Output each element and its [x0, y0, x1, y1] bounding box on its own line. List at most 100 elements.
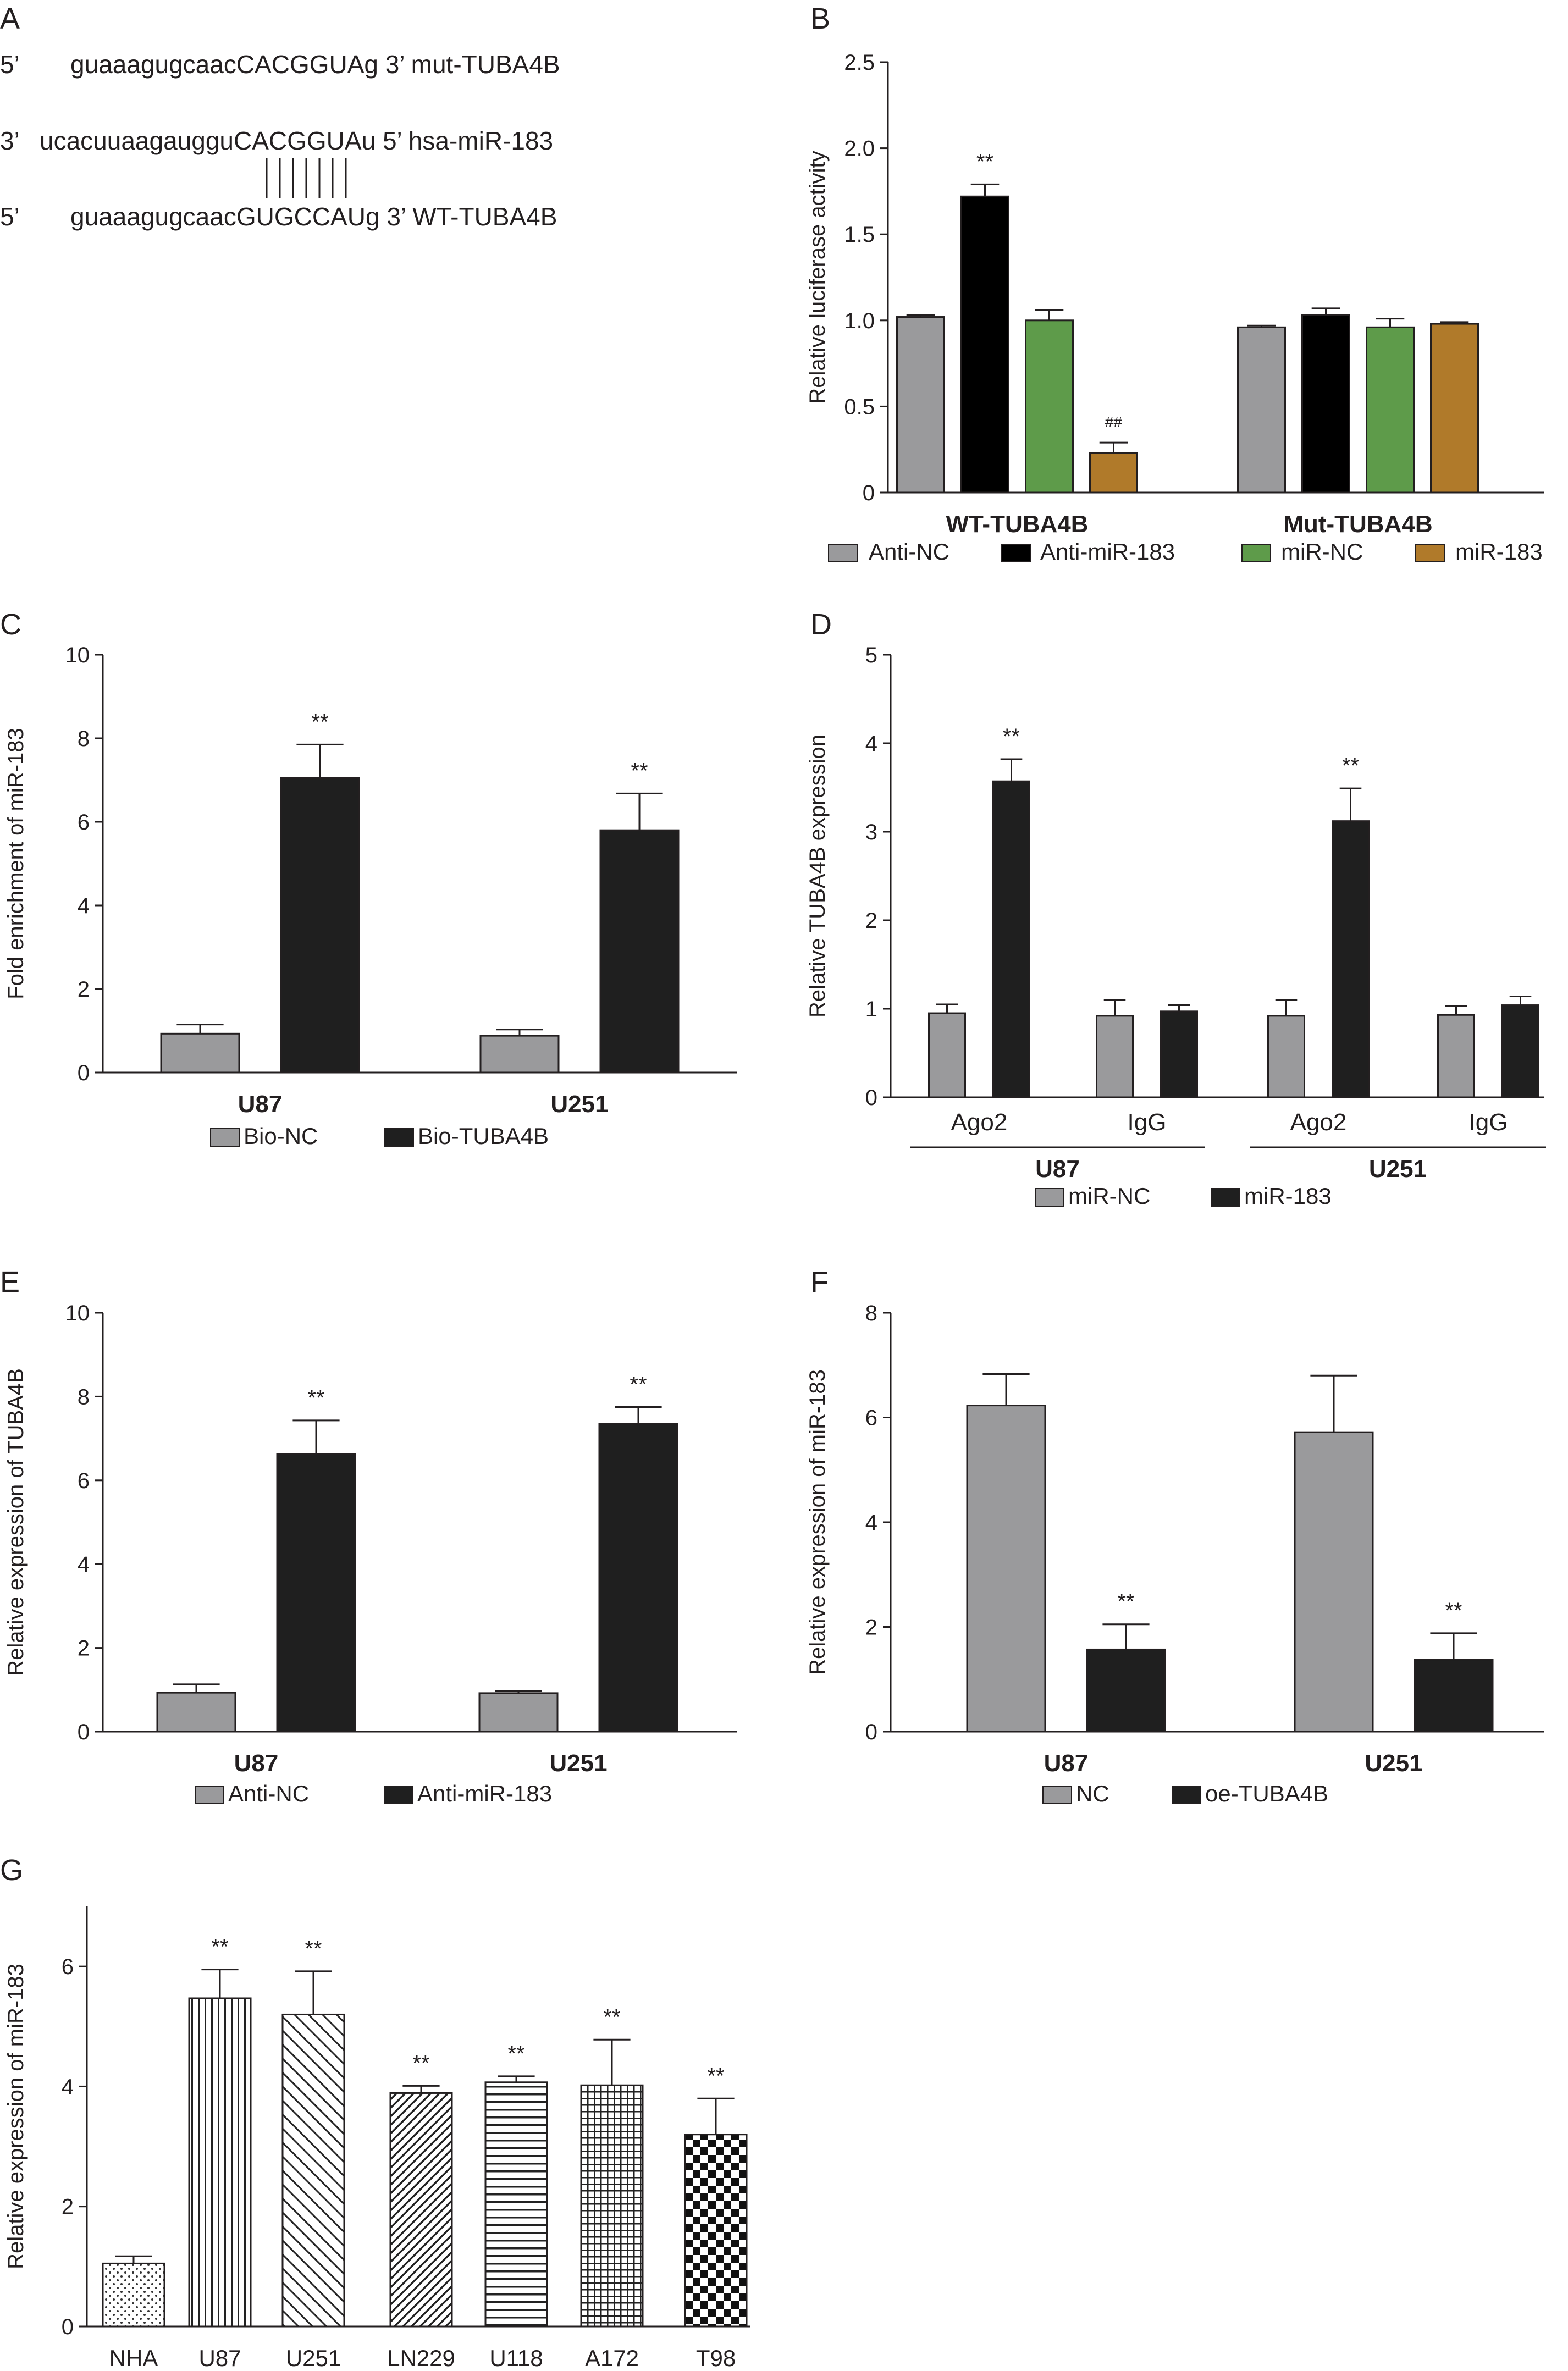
y-tick-label: 8 — [78, 1385, 90, 1409]
significance-label: ** — [412, 2051, 429, 2075]
x-tick-label: Mut-TUBA4B — [1283, 511, 1432, 538]
legend-label: Anti-NC — [228, 1781, 309, 1806]
bar — [160, 1032, 240, 1074]
x-tick-label: NHA — [109, 2345, 158, 2371]
x-tick-label: U251 — [286, 2345, 341, 2371]
legend-swatch — [1172, 1786, 1201, 1804]
y-tick-label: 1.0 — [844, 309, 875, 333]
panel-letter-a: A — [0, 2, 20, 35]
bar — [1414, 1659, 1494, 1733]
legend-label: miR-183 — [1455, 539, 1543, 565]
y-tick-label: 3 — [865, 820, 877, 844]
y-tick-label: 2 — [78, 977, 90, 1002]
legend-swatch — [1211, 1188, 1240, 1207]
bar — [960, 195, 1009, 494]
bar — [896, 316, 945, 494]
panel-letter-b: B — [810, 2, 830, 35]
y-tick-label: 1.5 — [844, 223, 875, 247]
bar — [276, 1453, 356, 1733]
bar — [1096, 1015, 1134, 1098]
legend-label: miR-NC — [1281, 539, 1363, 565]
x-tick-label: Ago2 — [1290, 1109, 1347, 1136]
y-tick-label: 0 — [78, 1061, 90, 1085]
legend-swatch — [195, 1786, 224, 1804]
x-tick-label: IgG — [1128, 1109, 1167, 1136]
y-tick-label: 10 — [65, 643, 90, 667]
bar — [966, 1405, 1046, 1733]
panel-letter-e: E — [0, 1265, 20, 1298]
bar — [156, 1692, 236, 1733]
legend-swatch — [1241, 544, 1271, 562]
y-tick-label: 0 — [863, 481, 875, 505]
panel-letter-g: G — [0, 1854, 23, 1887]
seq-hsa-mir183-a: ucacuuaagauggu — [40, 126, 234, 155]
seq-line1-prefix: 5’ — [0, 50, 20, 79]
panel-letter-c: C — [0, 608, 21, 641]
y-tick-label: 4 — [78, 1552, 90, 1577]
x-tick-label: Ago2 — [951, 1109, 1008, 1136]
bar — [1332, 820, 1370, 1098]
bar — [1267, 1015, 1305, 1098]
bar — [1366, 326, 1415, 494]
y-tick-label: 4 — [865, 732, 877, 756]
bar — [1160, 1010, 1198, 1098]
group-label: U87 — [1035, 1156, 1080, 1182]
x-tick-label: U251 — [550, 1091, 608, 1118]
significance-label: ** — [707, 2064, 724, 2088]
panel-letter-d: D — [810, 608, 832, 641]
x-tick-label: U87 — [238, 1091, 283, 1118]
legend-label: miR-183 — [1244, 1183, 1332, 1209]
significance-label: ** — [631, 759, 648, 783]
bar — [281, 2013, 345, 2328]
legend-label: Bio-TUBA4B — [418, 1123, 549, 1149]
significance-label: ** — [507, 2042, 524, 2066]
x-tick-label: U87 — [198, 2345, 241, 2371]
significance-label: ** — [603, 2005, 620, 2029]
y-tick-label: 6 — [62, 1955, 74, 1979]
significance-label: ** — [630, 1372, 647, 1396]
bar — [188, 1997, 252, 2328]
significance-label: ** — [307, 1386, 324, 1410]
y-tick-label: 4 — [62, 2075, 74, 2099]
legend-label: NC — [1076, 1781, 1109, 1806]
legend-swatch — [210, 1128, 240, 1147]
significance-label: ** — [311, 710, 328, 734]
bar — [684, 2134, 748, 2328]
y-axis-label: Relative luciferase activity — [805, 151, 830, 404]
x-tick-label: U87 — [1044, 1750, 1089, 1777]
chart-f: 0 2 4 6 8 Relative expression of miR-183 U87 U2… — [805, 1301, 1544, 1806]
legend-swatch — [384, 1786, 413, 1804]
bar — [1294, 1431, 1374, 1733]
y-tick-label: 6 — [78, 810, 90, 834]
y-tick-label: 6 — [78, 1469, 90, 1493]
bar — [484, 2081, 548, 2328]
legend-label: Anti-miR-183 — [417, 1781, 552, 1806]
legend-swatch — [828, 544, 858, 562]
legend-label: Anti-miR-183 — [1040, 539, 1175, 565]
y-axis-label: Relative expression of miR-183 — [805, 1369, 830, 1675]
bar — [479, 1035, 560, 1074]
y-tick-label: 10 — [65, 1301, 90, 1325]
x-tick-label: U251 — [549, 1750, 607, 1777]
seq-wt-tuba4b: guaaagugcaacGUGCCAUg 3’ WT-TUBA4B — [70, 202, 557, 231]
y-tick-label: 4 — [865, 1511, 877, 1535]
bar — [928, 1012, 966, 1098]
chart-e: 0 2 4 6 8 10 Relative expression of TUBA4B U87 U… — [4, 1301, 737, 1806]
legend-swatch — [1001, 544, 1031, 562]
x-tick-label: U118 — [489, 2345, 543, 2371]
bar — [1089, 452, 1138, 494]
y-tick-label: 6 — [865, 1406, 877, 1430]
y-tick-label: 4 — [78, 894, 90, 918]
significance-label: ** — [976, 150, 993, 174]
bar — [1025, 319, 1074, 494]
y-tick-label: 0 — [78, 1720, 90, 1744]
y-tick-label: 0.5 — [844, 395, 875, 419]
seq-hsa-mir183-b: CACGGUAu 5’ hsa-miR-183 — [234, 126, 553, 155]
bar — [280, 777, 360, 1074]
bar — [598, 1423, 678, 1733]
panel-a-sequences: 5’ guaaagugcaacCACGGUAg 3’ mut-TUBA4B 3’… — [0, 50, 560, 231]
y-axis-label: Fold enrichment of miR-183 — [4, 728, 28, 999]
bar — [599, 829, 680, 1074]
significance-label: ** — [1117, 1590, 1134, 1614]
